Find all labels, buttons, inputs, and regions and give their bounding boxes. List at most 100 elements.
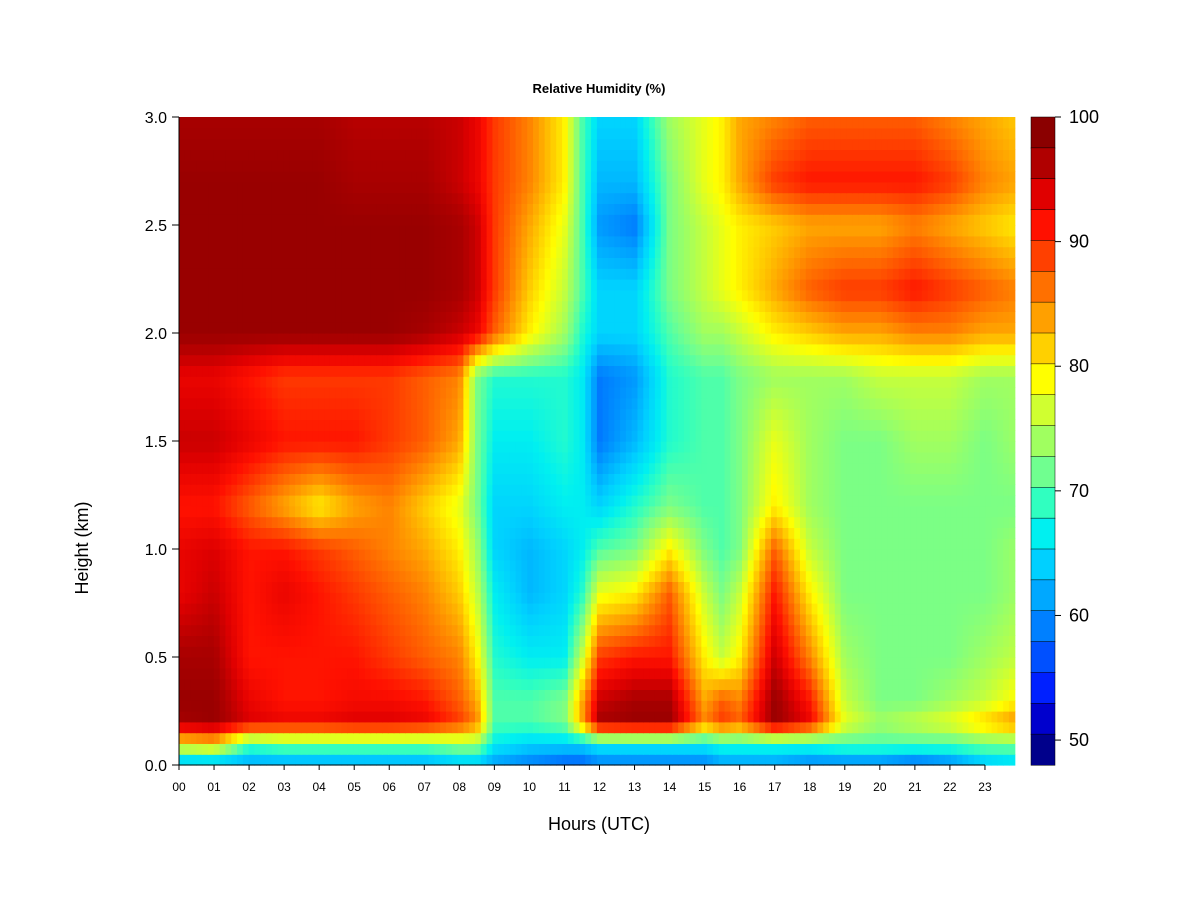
heatmap-cell — [654, 397, 662, 410]
heatmap-cell — [649, 657, 656, 669]
heatmap-cell — [863, 700, 871, 712]
heatmap-cell — [411, 613, 418, 626]
heatmap-cell — [295, 667, 302, 680]
heatmap-cell — [515, 538, 523, 550]
heatmap-cell — [852, 635, 859, 647]
heatmap-cell — [231, 484, 238, 496]
heatmap-cell — [260, 700, 267, 712]
heatmap-cell — [730, 473, 737, 485]
heatmap-cell — [480, 473, 488, 485]
heatmap-cell — [277, 657, 285, 669]
heatmap-cell — [196, 549, 203, 561]
heatmap-cell — [950, 721, 958, 734]
heatmap-cell — [620, 689, 627, 701]
heatmap-cell — [678, 646, 685, 658]
heatmap-cell — [533, 538, 540, 550]
heatmap-cell — [196, 387, 203, 399]
heatmap-cell — [266, 495, 273, 507]
heatmap-cell — [312, 505, 319, 518]
heatmap-cell — [765, 462, 772, 474]
heatmap-cell — [968, 657, 975, 669]
heatmap-cell — [579, 711, 586, 723]
heatmap-cell — [533, 462, 540, 474]
heatmap-cell — [306, 387, 314, 399]
heatmap-cell — [614, 397, 621, 410]
heatmap-cell — [219, 613, 227, 626]
heatmap-cell — [689, 667, 697, 680]
heatmap-cell — [805, 462, 813, 474]
heatmap-cell — [770, 603, 778, 615]
heatmap-cell — [242, 559, 250, 572]
heatmap-cell — [579, 538, 586, 550]
heatmap-cell — [979, 646, 987, 658]
heatmap-cell — [387, 754, 395, 766]
heatmap-cell — [985, 635, 993, 647]
heatmap-cell — [538, 678, 546, 690]
heatmap-cell — [376, 397, 383, 410]
heatmap-cell — [335, 613, 343, 626]
heatmap-cell — [678, 678, 685, 690]
heatmap-cell — [904, 419, 911, 431]
heatmap-cell — [666, 732, 673, 744]
heatmap-cell — [683, 441, 691, 453]
heatmap-cell — [863, 592, 871, 604]
heatmap-cell — [242, 711, 250, 723]
heatmap-cell — [335, 667, 343, 680]
heatmap-cell — [254, 408, 261, 420]
heatmap-cell — [625, 516, 633, 528]
heatmap-cell — [515, 484, 523, 496]
heatmap-cell — [649, 570, 656, 582]
heatmap-cell — [248, 732, 256, 744]
heatmap-cell — [440, 527, 447, 539]
heatmap-cell — [602, 624, 610, 636]
heatmap-cell — [596, 603, 604, 615]
heatmap-cell — [979, 570, 987, 582]
heatmap-cell — [753, 743, 760, 755]
heatmap-cell — [451, 678, 459, 690]
heatmap-cell — [387, 538, 395, 550]
heatmap-cell — [631, 743, 639, 755]
heatmap-cell — [660, 570, 668, 582]
heatmap-cell — [997, 538, 1004, 550]
heatmap-cell — [283, 473, 290, 485]
heatmap-cell — [329, 711, 337, 723]
heatmap-cell — [358, 646, 366, 658]
heatmap-cell — [712, 635, 720, 647]
heatmap-cell — [504, 721, 511, 734]
heatmap-cell — [997, 430, 1004, 442]
heatmap-cell — [254, 462, 261, 474]
heatmap-cell — [492, 678, 499, 690]
heatmap-cell — [718, 667, 726, 680]
heatmap-cell — [295, 462, 302, 474]
heatmap-cell — [474, 505, 482, 518]
heatmap-cell — [939, 484, 946, 496]
heatmap-cell — [950, 430, 958, 442]
heatmap-cell — [579, 473, 586, 485]
heatmap-cell — [608, 505, 615, 518]
heatmap-cell — [782, 505, 789, 518]
heatmap-cell — [457, 689, 464, 701]
heatmap-cell — [724, 495, 731, 507]
heatmap-cell — [927, 592, 935, 604]
heatmap-cell — [718, 603, 726, 615]
heatmap-cell — [399, 495, 406, 507]
heatmap-cell — [858, 754, 865, 766]
heatmap-cell — [770, 732, 778, 744]
heatmap-cell — [329, 721, 337, 734]
heatmap-cell — [213, 635, 221, 647]
heatmap-cell — [858, 495, 865, 507]
heatmap-cell — [979, 581, 987, 593]
heatmap-cell — [486, 505, 493, 518]
heatmap-cell — [858, 451, 865, 464]
heatmap-cell — [445, 592, 453, 604]
heatmap-cell — [672, 527, 679, 539]
heatmap-cell — [225, 527, 232, 539]
heatmap-cell — [573, 570, 581, 582]
heatmap-cell — [567, 473, 575, 485]
heatmap-cell — [898, 689, 906, 701]
heatmap-cell — [428, 592, 435, 604]
heatmap-cell — [480, 441, 488, 453]
heatmap-cell — [486, 711, 493, 723]
heatmap-cell — [416, 711, 424, 723]
heatmap-cell — [672, 646, 679, 658]
